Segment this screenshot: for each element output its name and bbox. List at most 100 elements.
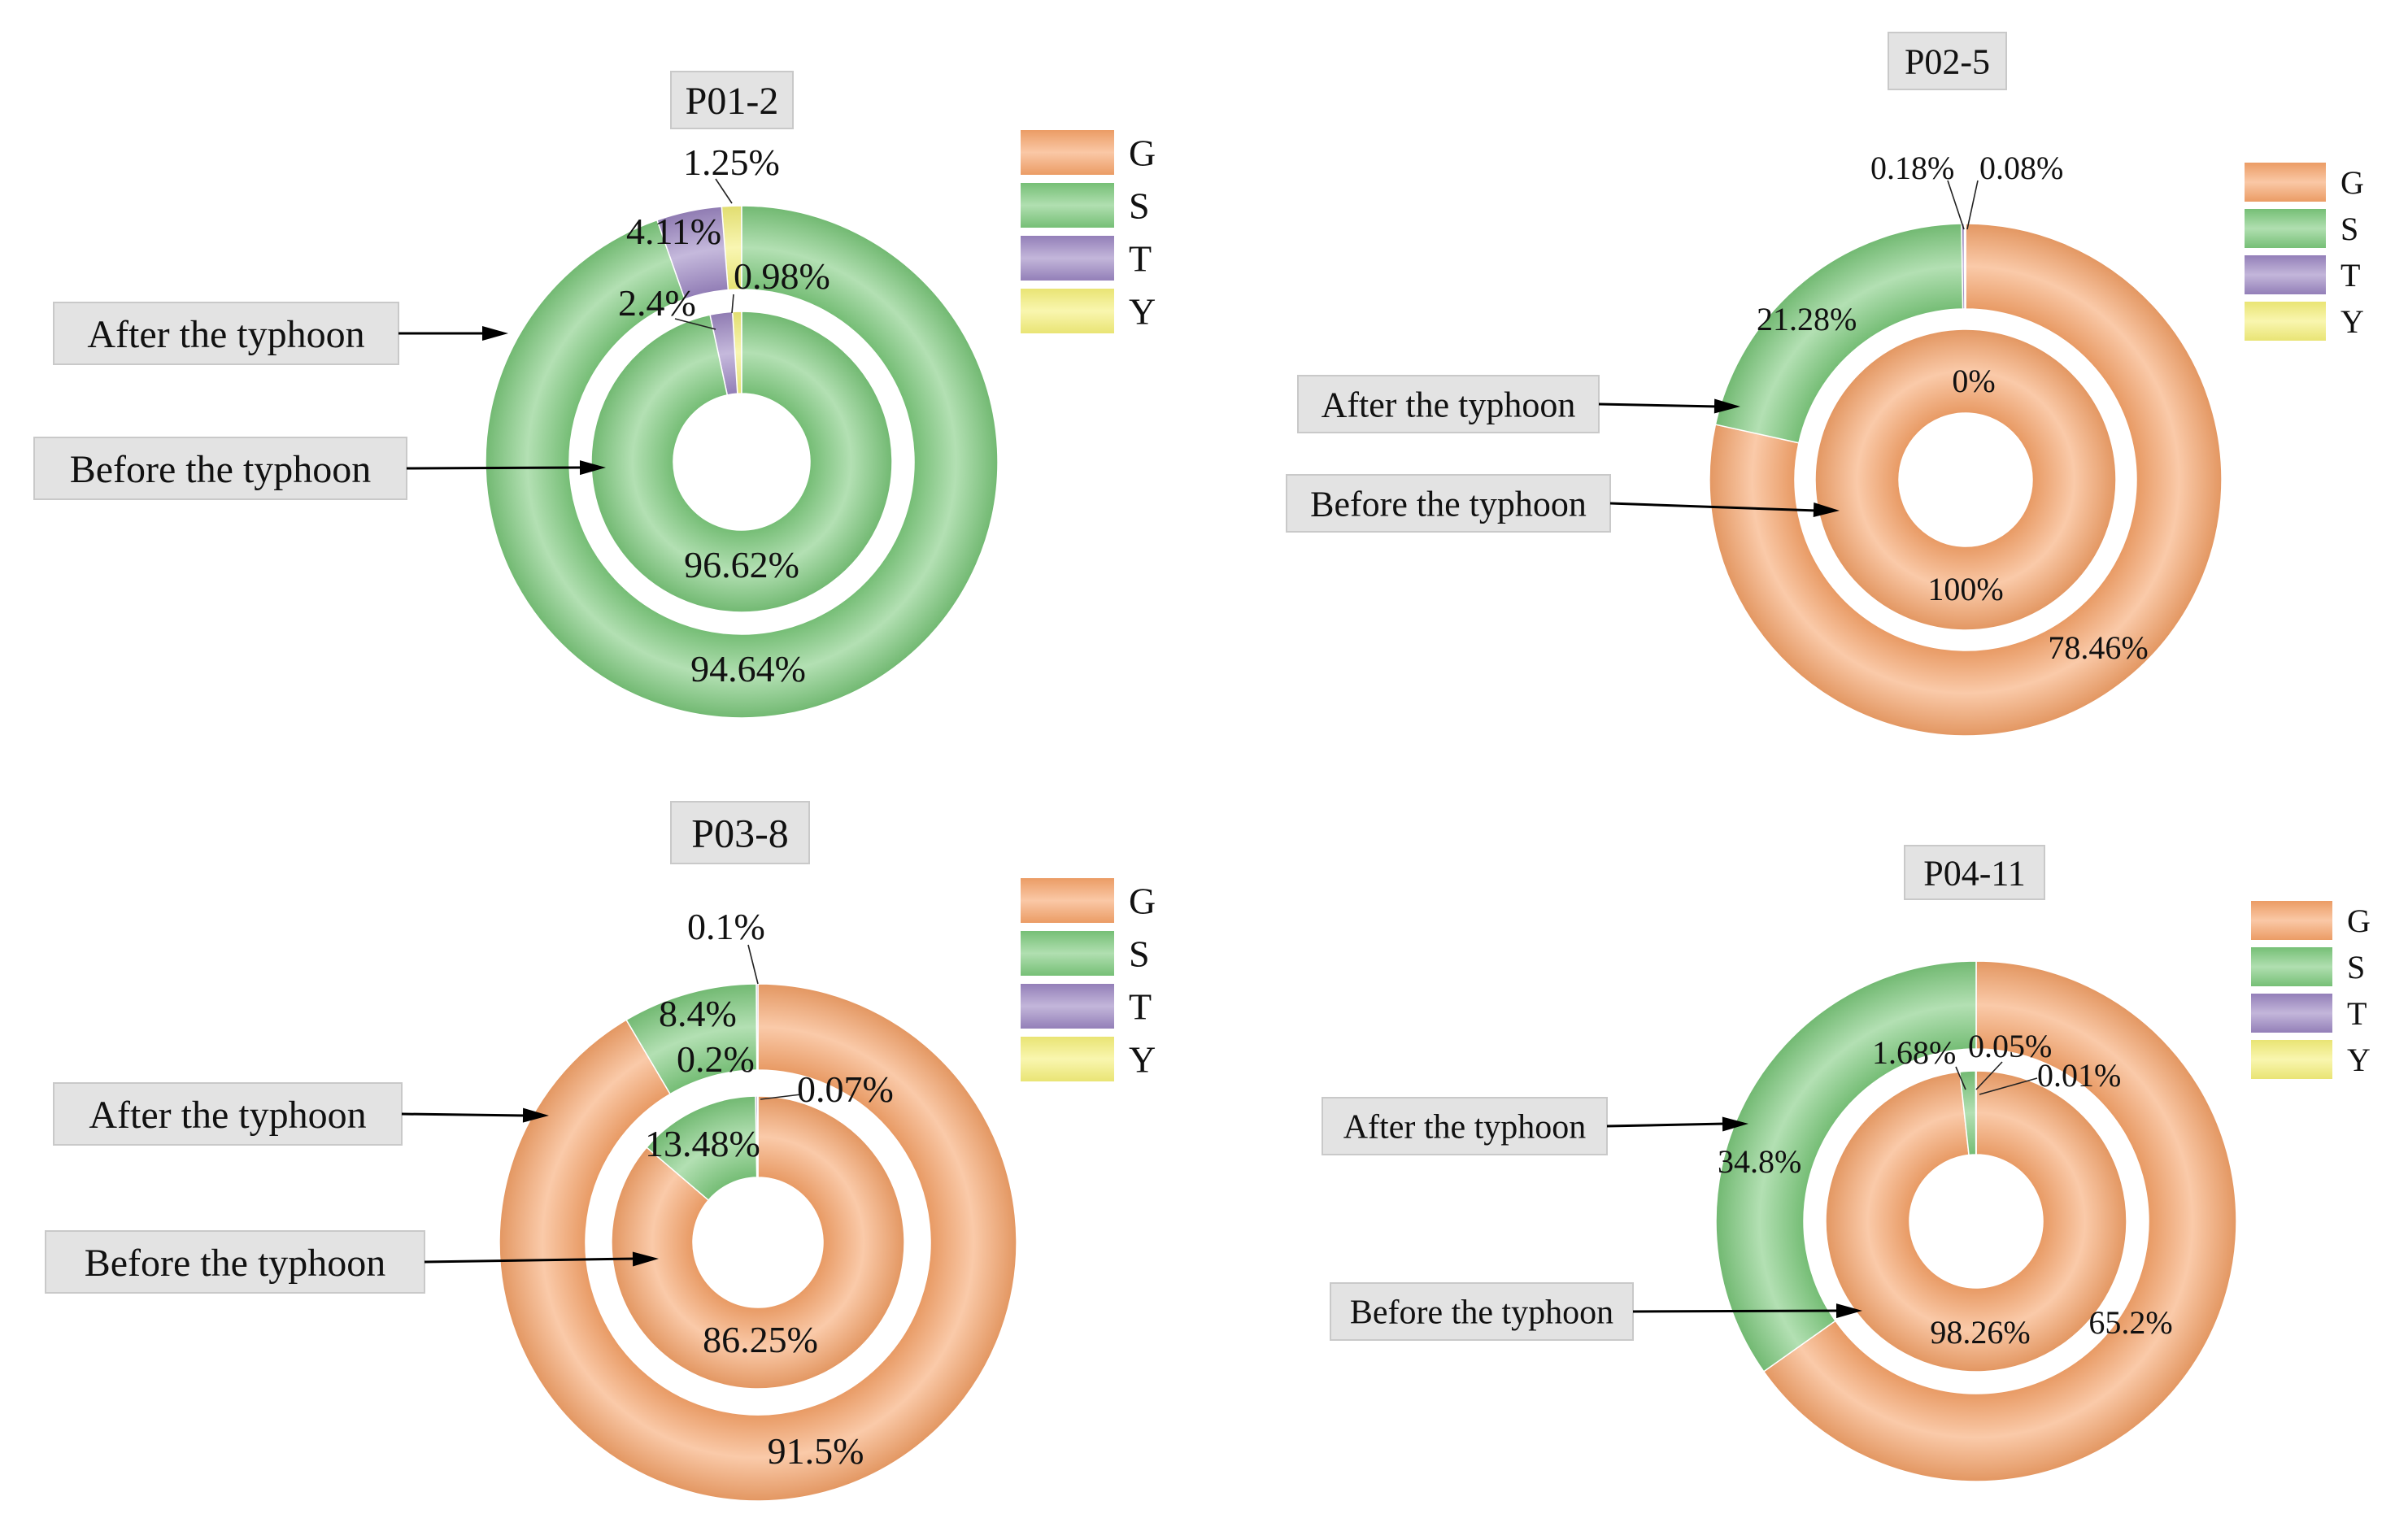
legend-label-g: G	[2347, 903, 2371, 939]
chart-title: P01-2	[686, 80, 779, 123]
outer-label-leader	[747, 944, 759, 985]
legend-swatch-g	[1021, 878, 1114, 923]
legend-swatch-y	[2245, 302, 2326, 341]
legend-label-y: Y	[1129, 291, 1156, 333]
outer-ring-value-label: 34.8%	[1718, 1143, 1801, 1180]
outer-ring-segment-g	[499, 983, 1017, 1502]
outer-ring-value-label: 78.46%	[2048, 629, 2148, 666]
legend-label-t: T	[2341, 257, 2360, 294]
outer-ring-segment-s	[1715, 960, 1977, 1373]
outer-ring-value-label: 91.5%	[768, 1430, 864, 1472]
inner-ring-value-label: 96.62%	[684, 544, 799, 585]
legend-swatch-t	[2251, 994, 2332, 1033]
annotation-before-arrow	[1609, 502, 1818, 512]
annotation-after-box	[1297, 375, 1600, 433]
annotation-before-arrowhead	[1835, 1303, 1862, 1319]
legend-swatch-s	[1021, 931, 1114, 976]
annotation-before-label: Before the typhoon	[1350, 1294, 1613, 1332]
chart-title-box	[1888, 32, 2007, 90]
chart-title: P02-5	[1905, 41, 1990, 81]
chart-title-box	[670, 71, 794, 129]
legend-label-t: T	[2347, 995, 2367, 1032]
outer-label-leader	[715, 178, 733, 204]
inner-ring-value-label: 86.25%	[703, 1319, 818, 1360]
annotation-before-label: Before the typhoon	[1310, 484, 1587, 524]
legend-swatch-t	[1021, 236, 1114, 281]
legend-label-y: Y	[1129, 1039, 1156, 1081]
annotation-before-box	[1286, 474, 1611, 533]
outer-label-leader	[1966, 180, 1979, 230]
annotation-before-box	[1330, 1282, 1634, 1341]
annotation-after-arrowhead	[1713, 398, 1740, 414]
annotation-after-arrow	[1598, 402, 1718, 408]
outer-ring-value-label: 0.1%	[687, 906, 765, 947]
outer-ring-value-label: 0.08%	[1979, 150, 2063, 186]
outer-ring-value-label: 65.2%	[2088, 1304, 2172, 1341]
annotation-after-arrow	[1606, 1122, 1727, 1128]
legend-swatch-y	[2251, 1040, 2332, 1079]
chart-title: P03-8	[691, 811, 788, 856]
inner-ring-segment-g	[1814, 328, 2117, 631]
outer-ring-value-label: 21.28%	[1757, 301, 1857, 337]
outer-ring-value-label: 8.4%	[659, 993, 737, 1034]
annotation-before-arrowhead	[1813, 502, 1840, 517]
legend-label-y: Y	[2341, 303, 2364, 340]
legend-label-g: G	[1129, 133, 1156, 174]
inner-ring-segment-g	[611, 1095, 905, 1390]
legend-label-t: T	[1129, 986, 1152, 1028]
annotation-before-arrowhead	[579, 460, 606, 476]
chart-title: P04-11	[1923, 853, 2026, 893]
inner-label-leader	[760, 1094, 802, 1100]
outer-ring-segment-s	[1714, 223, 1964, 444]
annotation-after-label: After the typhoon	[89, 1094, 366, 1137]
legend-swatch-y	[1021, 1037, 1114, 1081]
annotation-after-box	[1322, 1097, 1608, 1155]
legend-label-s: S	[2347, 949, 2365, 985]
annotation-after-box	[53, 302, 399, 365]
outer-ring-segment-s	[485, 205, 999, 719]
annotation-before-label: Before the typhoon	[85, 1242, 386, 1285]
inner-ring-value-label: 98.26%	[1930, 1314, 2030, 1351]
legend-swatch-t	[2245, 255, 2326, 294]
inner-label-leader	[1979, 1077, 2038, 1095]
inner-ring-segment-s	[646, 1095, 758, 1202]
inner-ring-value-label: 0.01%	[2037, 1057, 2121, 1094]
legend-swatch-t	[1021, 984, 1114, 1029]
inner-ring-segment-s	[590, 311, 893, 613]
chart-title-box	[1904, 845, 2045, 900]
annotation-before-label: Before the typhoon	[70, 448, 372, 491]
annotation-before-arrow	[1632, 1309, 1840, 1313]
legend-swatch-g	[1021, 130, 1114, 175]
annotation-after-arrowhead	[1722, 1116, 1748, 1132]
outer-label-leader	[1947, 180, 1965, 230]
inner-label-leader	[1955, 1066, 1966, 1090]
legend-label-t: T	[1129, 238, 1152, 280]
outer-ring-value-label: 0.18%	[1870, 150, 1954, 186]
annotation-after-arrowhead	[482, 326, 508, 341]
legend-swatch-s	[2245, 209, 2326, 248]
inner-ring-segment-g	[1825, 1070, 2127, 1373]
inner-ring-segment-s	[1958, 1070, 1977, 1156]
legend-label-s: S	[1129, 185, 1150, 227]
annotation-before-box	[33, 437, 407, 500]
inner-ring-value-label: 1.68%	[1872, 1034, 1956, 1071]
inner-label-leader	[1975, 1061, 2003, 1090]
outer-ring-value-label: 4.11%	[626, 211, 721, 252]
legend-label-y: Y	[2347, 1042, 2371, 1078]
legend-label-s: S	[2341, 211, 2358, 247]
annotation-before-box	[45, 1230, 425, 1294]
outer-ring-segment-g	[1762, 960, 2237, 1482]
inner-ring-value-label: 13.48%	[645, 1123, 760, 1164]
annotation-after-arrowhead	[522, 1107, 549, 1123]
inner-ring-value-label: 100%	[1927, 571, 2003, 607]
legend-swatch-g	[2245, 163, 2326, 202]
annotation-before-arrowhead	[632, 1251, 659, 1267]
outer-ring-segment-g	[1709, 223, 2223, 737]
inner-label-leader	[674, 318, 716, 330]
annotation-after-box	[53, 1082, 403, 1146]
